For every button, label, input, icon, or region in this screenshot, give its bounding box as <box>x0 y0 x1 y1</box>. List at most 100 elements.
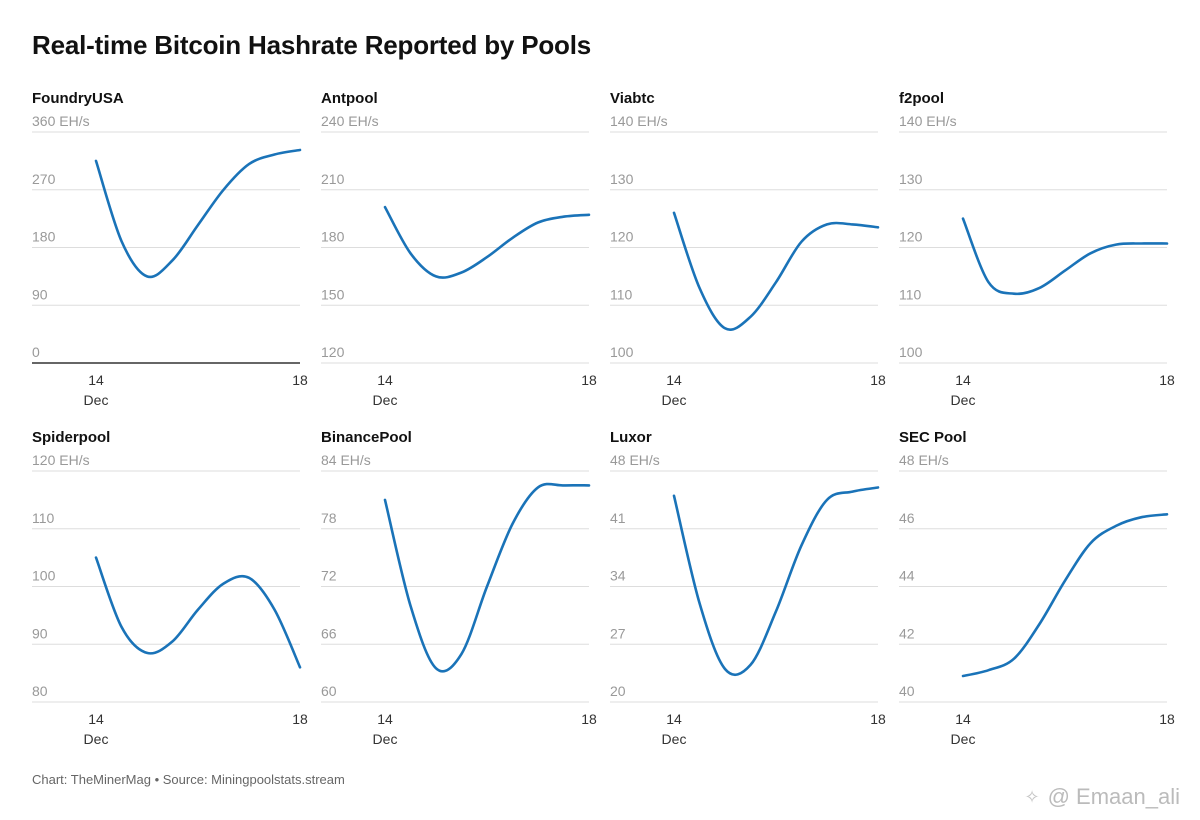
watermark: ✧ @ Emaan_ali <box>1025 784 1181 810</box>
y-tick-label: 180 <box>321 229 345 245</box>
panel-title: Antpool <box>321 90 378 107</box>
y-tick-label: 110 <box>32 510 55 526</box>
y-tick-label: 120 <box>321 344 345 360</box>
y-tick-label: 90 <box>32 286 48 302</box>
panel-binancepool: BinancePool 84 EH/s 78 72 66 60 14 Dec 18 <box>321 429 597 749</box>
panel-antpool: Antpool 240 EH/s 210 180 150 120 14 Dec 18 <box>321 90 597 410</box>
x-tick-label: 14 <box>88 711 104 727</box>
line-chart: 84 EH/s 78 72 66 60 14 Dec 18 <box>321 452 597 747</box>
x-tick-label: 14 <box>88 372 104 388</box>
series-line <box>94 148 302 279</box>
panel-title: SEC Pool <box>899 429 967 446</box>
y-tick-label: 120 EH/s <box>32 452 90 468</box>
x-tick-sublabel: Dec <box>951 731 976 747</box>
y-tick-label: 60 <box>321 683 337 699</box>
panel-title: f2pool <box>899 90 944 107</box>
y-tick-label: 120 <box>610 229 634 245</box>
panel-title: BinancePool <box>321 429 412 446</box>
line-chart: 48 EH/s 46 44 42 40 14 Dec 18 <box>899 452 1175 747</box>
y-tick-label: 34 <box>610 568 626 584</box>
panel-foundryusa: FoundryUSA 360 EH/s 270 180 90 0 14 Dec 18 <box>32 90 308 410</box>
x-tick-label: 18 <box>292 711 308 727</box>
x-tick-sublabel: Dec <box>373 731 398 747</box>
line-chart: 120 EH/s 110 100 90 80 14 Dec 18 <box>32 452 308 747</box>
y-tick-label: 80 <box>32 683 48 699</box>
x-tick-label: 18 <box>1159 711 1175 727</box>
chart-footer-source: Chart: TheMinerMag • Source: Miningpools… <box>32 772 345 787</box>
x-tick-label: 18 <box>1159 372 1175 388</box>
y-tick-label: 210 <box>321 171 345 187</box>
x-tick-label: 18 <box>292 372 308 388</box>
panel-sec-pool: SEC Pool 48 EH/s 46 44 42 40 14 Dec 18 <box>899 429 1175 749</box>
chart-title: Real-time Bitcoin Hashrate Reported by P… <box>32 30 591 60</box>
x-tick-label: 14 <box>955 711 971 727</box>
y-tick-label: 42 <box>899 625 915 641</box>
x-tick-sublabel: Dec <box>84 392 109 408</box>
y-tick-label: 20 <box>610 683 626 699</box>
y-tick-label: 110 <box>610 286 633 302</box>
x-tick-label: 14 <box>666 372 682 388</box>
panel-title: FoundryUSA <box>32 90 124 107</box>
x-tick-label: 18 <box>870 711 886 727</box>
x-tick-label: 14 <box>377 711 393 727</box>
y-tick-label: 72 <box>321 568 337 584</box>
line-chart: 140 EH/s 130 120 110 100 14 Dec 18 <box>610 113 886 408</box>
y-tick-label: 84 EH/s <box>321 452 371 468</box>
y-tick-label: 100 <box>32 568 56 584</box>
x-tick-label: 18 <box>870 372 886 388</box>
y-tick-label: 90 <box>32 625 48 641</box>
series-line <box>961 513 1169 678</box>
binance-logo-icon: ✧ <box>1024 786 1040 807</box>
line-chart: 140 EH/s 130 120 110 100 14 Dec 18 <box>899 113 1175 408</box>
y-tick-label: 130 <box>899 171 923 187</box>
y-tick-label: 0 <box>32 344 40 360</box>
y-tick-label: 41 <box>610 510 626 526</box>
panel-viabtc: Viabtc 140 EH/s 130 120 110 100 14 Dec 18 <box>610 90 886 410</box>
x-tick-sublabel: Dec <box>84 731 109 747</box>
y-tick-label: 180 <box>32 229 56 245</box>
x-tick-sublabel: Dec <box>662 731 687 747</box>
x-tick-sublabel: Dec <box>951 392 976 408</box>
line-chart: 360 EH/s 270 180 90 0 14 Dec 18 <box>32 113 308 408</box>
y-tick-label: 44 <box>899 568 915 584</box>
y-tick-label: 150 <box>321 286 345 302</box>
y-tick-label: 140 EH/s <box>899 113 957 129</box>
y-tick-label: 48 EH/s <box>610 452 660 468</box>
y-tick-label: 130 <box>610 171 634 187</box>
x-tick-label: 14 <box>377 372 393 388</box>
x-tick-label: 18 <box>581 372 597 388</box>
y-tick-label: 100 <box>899 344 923 360</box>
x-tick-label: 18 <box>581 711 597 727</box>
y-tick-label: 360 EH/s <box>32 113 90 129</box>
y-tick-label: 240 EH/s <box>321 113 379 129</box>
y-tick-label: 48 EH/s <box>899 452 949 468</box>
y-tick-label: 100 <box>610 344 634 360</box>
line-chart: 240 EH/s 210 180 150 120 14 Dec 18 <box>321 113 597 408</box>
watermark-text: @ Emaan_ali <box>1047 784 1180 809</box>
y-tick-label: 27 <box>610 625 626 641</box>
y-tick-label: 120 <box>899 229 923 245</box>
panel-f2pool: f2pool 140 EH/s 130 120 110 100 14 Dec 18 <box>899 90 1175 410</box>
series-line <box>383 205 591 279</box>
panel-luxor: Luxor 48 EH/s 41 34 27 20 14 Dec 18 <box>610 429 886 749</box>
y-tick-label: 46 <box>899 510 915 526</box>
y-tick-label: 270 <box>32 171 56 187</box>
panel-spiderpool: Spiderpool 120 EH/s 110 100 90 80 14 Dec 18 <box>32 429 308 749</box>
series-line <box>383 482 591 673</box>
y-tick-label: 40 <box>899 683 915 699</box>
y-tick-label: 140 EH/s <box>610 113 668 129</box>
x-tick-label: 14 <box>666 711 682 727</box>
series-line <box>672 211 880 331</box>
line-chart: 48 EH/s 41 34 27 20 14 Dec 18 <box>610 452 886 747</box>
y-tick-label: 110 <box>899 286 922 302</box>
y-tick-label: 78 <box>321 510 337 526</box>
panel-title: Viabtc <box>610 90 655 107</box>
panel-title: Luxor <box>610 429 652 446</box>
y-tick-label: 66 <box>321 625 337 641</box>
series-line <box>672 486 880 677</box>
x-tick-sublabel: Dec <box>662 392 687 408</box>
series-line <box>961 217 1169 296</box>
series-line <box>94 556 302 669</box>
x-tick-label: 14 <box>955 372 971 388</box>
panel-title: Spiderpool <box>32 429 111 446</box>
